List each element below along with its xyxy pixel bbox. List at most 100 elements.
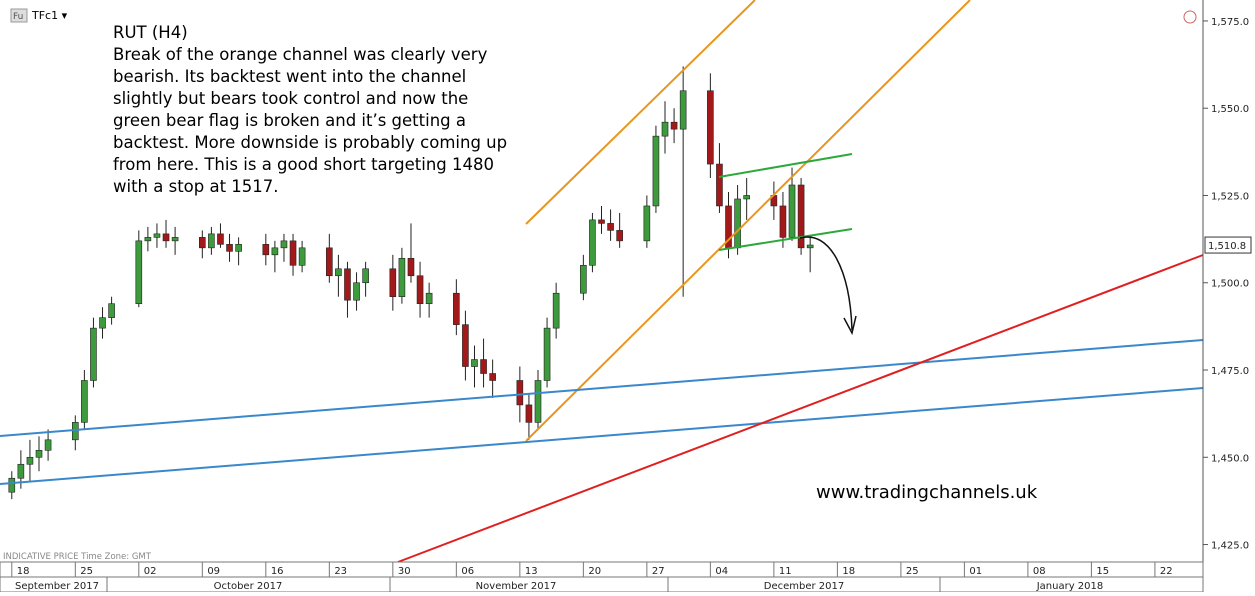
- x-tick-label: 30: [398, 566, 411, 577]
- candle-body: [162, 233, 170, 242]
- candle-body: [217, 233, 224, 245]
- candle-body: [607, 223, 614, 231]
- candle-body: [208, 233, 215, 249]
- candle-body: [226, 244, 233, 252]
- annotation-line: backtest. More downside is probably comi…: [113, 133, 507, 152]
- x-tick-label: 15: [1096, 566, 1109, 577]
- candle-body: [362, 268, 369, 284]
- candle-body: [8, 477, 16, 493]
- candle-body: [262, 244, 270, 256]
- month-label: January 2018: [1036, 581, 1104, 592]
- x-tick-label: 13: [525, 566, 538, 577]
- x-tick-label: 20: [588, 566, 601, 577]
- x-tick-label: 11: [779, 566, 792, 577]
- candle-body: [453, 292, 460, 325]
- green-flag-lower: [718, 228, 853, 251]
- y-tick-label: 1,575.0: [1211, 17, 1249, 28]
- candle-body: [271, 247, 279, 256]
- annotation: RUT (H4) Break of the orange channel was …: [113, 23, 507, 196]
- x-tick-label: 06: [461, 566, 474, 577]
- candle-body: [480, 359, 487, 374]
- candle-body: [598, 219, 605, 224]
- annotation-line: green bear flag is broken and it’s getti…: [113, 111, 466, 130]
- x-tick-label: 02: [144, 566, 157, 577]
- candle-body: [797, 184, 805, 249]
- symbol[interactable]: TFc1 ▾: [31, 9, 68, 22]
- candle-body: [35, 449, 43, 458]
- candle-body: [707, 90, 714, 165]
- candle-body: [153, 233, 161, 238]
- clock-icon[interactable]: [1183, 10, 1197, 24]
- x-tick-label: 16: [271, 566, 284, 577]
- x-tick-label: 18: [17, 566, 30, 577]
- orange-channel-upper: [525, 0, 756, 225]
- candle-body: [344, 268, 351, 301]
- x-tick-label: 09: [207, 566, 220, 577]
- header: Fu TFc1 ▾: [10, 8, 1197, 24]
- orange-channel-lower: [525, 0, 971, 442]
- candle-body: [489, 373, 496, 381]
- plot-area: [8, 66, 814, 500]
- candle-body: [335, 268, 342, 277]
- candle-body: [734, 198, 741, 249]
- candle-body: [462, 324, 469, 367]
- candle-body: [616, 230, 623, 242]
- candle-body: [552, 292, 560, 329]
- blue-line-lower: [0, 387, 1204, 485]
- footer: INDICATIVE PRICE Time Zone: GMT: [3, 552, 152, 562]
- candle-body: [407, 258, 415, 277]
- candle-body: [716, 163, 723, 207]
- candle-body: [17, 463, 25, 479]
- annotation-line: bearish. Its backtest went into the chan…: [113, 67, 466, 86]
- candle-body: [108, 303, 115, 318]
- red-line: [397, 254, 1204, 563]
- candle-body: [171, 237, 179, 242]
- symbol-badge-box: [10, 8, 28, 23]
- candle-body: [652, 135, 660, 207]
- green-flag-upper: [718, 153, 853, 178]
- candle-body: [589, 219, 596, 266]
- candle-body: [788, 184, 796, 238]
- x-tick-label: 22: [1160, 566, 1173, 577]
- candle-body: [44, 439, 52, 451]
- x-tick-label: 18: [842, 566, 855, 577]
- candle-body: [81, 380, 88, 423]
- last-price-label: 1,510.8: [1208, 241, 1246, 252]
- candle-body: [280, 240, 288, 249]
- candle-body: [643, 205, 651, 242]
- candle-body: [90, 327, 97, 381]
- last-price-box: [1204, 236, 1252, 254]
- candle-body: [661, 121, 669, 137]
- month-label: December 2017: [764, 581, 844, 592]
- annotation-line: from here. This is a good short targetin…: [113, 155, 494, 174]
- candle-body: [516, 380, 524, 406]
- down-arrow: [799, 236, 853, 331]
- candle-body: [806, 244, 814, 249]
- candle-body: [543, 327, 551, 381]
- month-label: November 2017: [476, 581, 557, 592]
- candle-body: [144, 237, 152, 242]
- candle-body: [580, 264, 587, 294]
- month-label: October 2017: [214, 581, 283, 592]
- candle-body: [389, 268, 397, 298]
- candle-body: [199, 237, 206, 249]
- x-tick-label: 25: [80, 566, 93, 577]
- watermark: www.tradingchannels.uk: [816, 482, 1038, 503]
- y-tick-label: 1,500.0: [1211, 279, 1249, 290]
- annotation-line: Break of the orange channel was clearly …: [113, 45, 488, 64]
- candle-body: [679, 90, 687, 130]
- candle-body: [26, 456, 34, 465]
- x-tick-label: 01: [969, 566, 982, 577]
- y-tick-label: 1,525.0: [1211, 191, 1249, 202]
- candle-body: [416, 275, 424, 304]
- candle-body: [99, 317, 106, 329]
- candle-body: [289, 240, 297, 266]
- candle-body: [398, 258, 406, 298]
- y-tick-label: 1,425.0: [1211, 541, 1249, 552]
- y-tick-label: 1,550.0: [1211, 104, 1249, 115]
- x-tick-label: 27: [652, 566, 665, 577]
- candle-body: [235, 244, 242, 252]
